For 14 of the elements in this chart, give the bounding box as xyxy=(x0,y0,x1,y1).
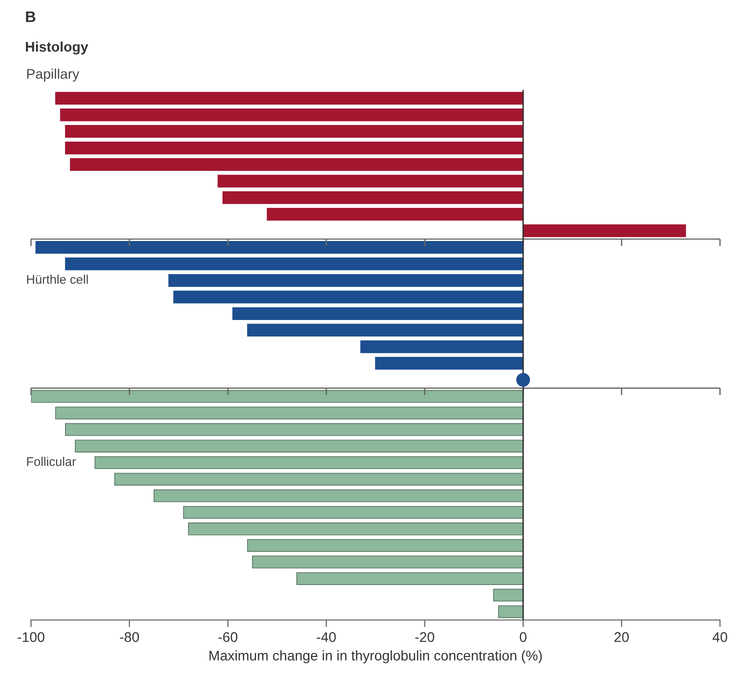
series-label: Papillary xyxy=(27,68,80,82)
x-tick-label: 0 xyxy=(520,632,526,642)
x-axis-title: Maximum change in in thyroglobulin concentration (%) xyxy=(210,650,542,664)
series-label: Follicular xyxy=(27,456,76,466)
x-tick-label: 20 xyxy=(614,632,629,642)
x-tick-label: -40 xyxy=(316,632,336,642)
x-tick-label: -80 xyxy=(120,632,139,642)
text: Histology xyxy=(26,41,88,55)
series-label: Hürthle cell xyxy=(27,274,88,284)
x-tick-label: -20 xyxy=(415,632,434,642)
x-tick-label: -60 xyxy=(218,632,238,642)
x-tick-label: -100 xyxy=(18,632,44,642)
text: B xyxy=(26,11,36,22)
x-tick-label: 40 xyxy=(712,632,728,642)
